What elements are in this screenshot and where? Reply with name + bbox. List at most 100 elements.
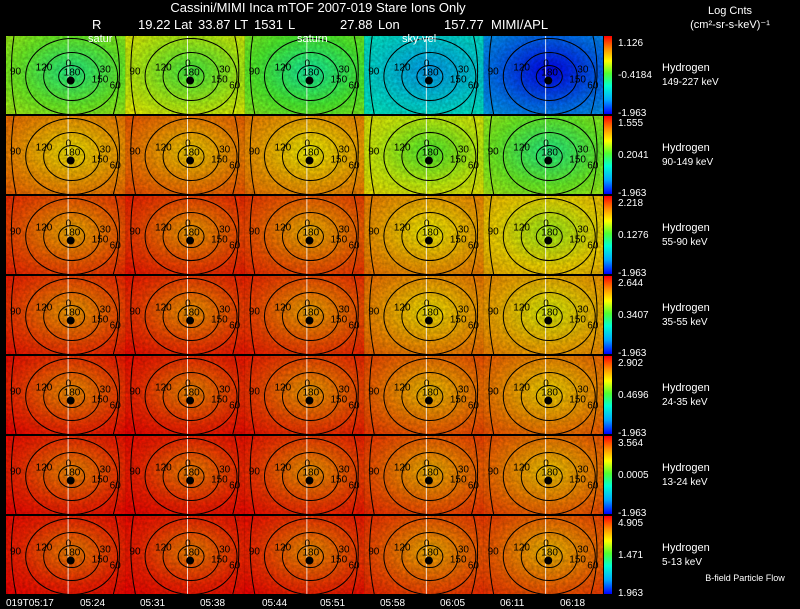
contour-arc [351, 275, 359, 355]
contour-label: 0 [66, 379, 72, 390]
contour-arc [232, 35, 240, 115]
contour-ring [25, 358, 119, 436]
contour-label: 180 [64, 148, 81, 159]
contour-label: 0 [185, 219, 191, 230]
colorbar-mid: 0.1276 [618, 230, 649, 241]
contour-arc [351, 435, 359, 515]
contour-ring [383, 278, 477, 356]
lon-value: 157.77 [444, 17, 484, 32]
contour-label: 180 [541, 308, 558, 319]
contour-label: 30 [219, 385, 231, 396]
colorbar [604, 36, 612, 114]
contour-label: 0 [543, 539, 549, 550]
contour-label: 0 [304, 459, 310, 470]
contour-arc [369, 355, 375, 435]
saturn-marker [544, 236, 553, 245]
contour-ring [144, 198, 238, 276]
contour-arc [10, 435, 17, 515]
contour-label: 0 [424, 539, 430, 550]
saturn-marker [305, 476, 314, 485]
contour-label: 30 [458, 385, 470, 396]
contour-arc [471, 435, 479, 515]
contour-set [249, 195, 359, 276]
time-tick-label: 019T05:17 [6, 598, 54, 609]
contour-label: 180 [302, 468, 319, 479]
contour-arc [249, 355, 256, 435]
contour-label: 150 [330, 75, 347, 86]
colorbar-mid: 0.4696 [618, 390, 649, 401]
contour-label: 60 [587, 481, 599, 492]
contour-ring [520, 532, 578, 582]
saturn-marker [424, 236, 433, 245]
contour-label: 180 [302, 148, 319, 159]
contour-label: 30 [100, 145, 112, 156]
contour-label: 90 [488, 227, 500, 238]
contour-label: 120 [394, 143, 411, 154]
saturn-marker [66, 396, 75, 405]
contour-ring [263, 278, 357, 356]
contour-arc [130, 435, 136, 515]
contour-label: 120 [274, 543, 291, 554]
saturn-marker [544, 396, 553, 405]
contour-label: 180 [64, 548, 81, 559]
contour-ring [535, 385, 563, 409]
saturn-marker [424, 476, 433, 485]
contour-label: 0 [185, 379, 191, 390]
contour-label: 150 [211, 235, 228, 246]
contour-ring [162, 452, 220, 502]
contour-set [369, 355, 479, 436]
contour-label: 60 [110, 161, 122, 172]
contour-label: 30 [338, 465, 350, 476]
contour-label: 90 [129, 467, 141, 478]
contour-ring [520, 292, 578, 342]
contour-label: 120 [513, 463, 530, 474]
contour-label: 60 [110, 241, 122, 252]
contour-label: 0 [424, 299, 430, 310]
overlay-label: satur [88, 33, 113, 45]
contour-label: 180 [422, 148, 439, 159]
contour-ring [281, 452, 339, 502]
contour-label: 90 [488, 307, 500, 318]
contour-ring [25, 438, 119, 516]
contour-arc [112, 355, 120, 435]
saturn-marker [544, 76, 553, 85]
contour-ring [177, 65, 205, 89]
contour-label: 0 [543, 59, 549, 70]
contour-arc [130, 35, 136, 115]
contour-ring [43, 212, 101, 262]
contour-set [369, 115, 479, 196]
contour-label: 150 [450, 475, 467, 486]
contour-label: 60 [348, 81, 360, 92]
contour-arc [10, 115, 17, 195]
contour-arc [232, 515, 240, 595]
contour-set [488, 275, 598, 356]
contour-ring [401, 292, 459, 342]
contour-label: 120 [155, 463, 172, 474]
contour-ring [58, 145, 86, 169]
contour-ring [401, 52, 459, 102]
contour-ring [535, 225, 563, 249]
contour-arc [249, 115, 256, 195]
contour-arc [369, 275, 375, 355]
contour-label: 30 [219, 225, 231, 236]
contour-ring [281, 132, 339, 182]
contour-arc [112, 515, 120, 595]
contour-ring [263, 198, 357, 276]
saturn-marker [544, 316, 553, 325]
contour-set [369, 275, 479, 356]
contour-label: 90 [249, 67, 261, 78]
contour-ring [401, 372, 459, 422]
contour-ring [383, 518, 477, 596]
contour-arc [10, 355, 17, 435]
contour-label: 0 [543, 299, 549, 310]
contour-label: 150 [211, 395, 228, 406]
contour-ring [144, 438, 238, 516]
energy-label: 13-24 keV [662, 477, 708, 488]
contour-label: 120 [513, 383, 530, 394]
saturn-marker [305, 156, 314, 165]
